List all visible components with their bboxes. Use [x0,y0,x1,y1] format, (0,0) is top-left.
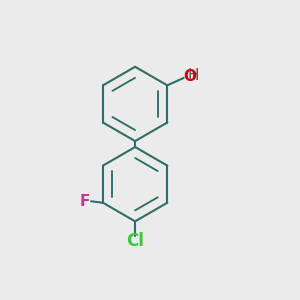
Text: Cl: Cl [126,232,144,250]
Text: F: F [80,194,90,209]
Text: O: O [183,69,196,84]
Text: H: H [187,68,199,83]
